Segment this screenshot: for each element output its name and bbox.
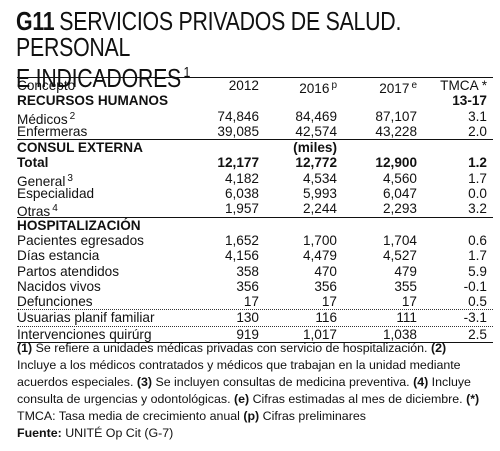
table-row: Nacidos vivos 356 356 355 -0.1 (17, 278, 487, 294)
footnotes: (1) Se refiere a unidades médicas privad… (17, 341, 480, 440)
table-row: Enfermeras 39,085 42,574 43,228 2.0 (17, 124, 493, 141)
table-row: Intervenciones quirúrg 919 1,017 1,038 2… (17, 327, 493, 344)
table-row: Partos atendidos 358 470 479 5.9 (17, 263, 487, 279)
table-row: General 3 4,182 4,534 4,560 1.7 (17, 170, 487, 189)
tmca-range: 13-17 (452, 93, 487, 109)
title-footnote-ref: 1 (183, 64, 191, 81)
title-line-1: SERVICIOS PRIVADOS DE SALUD. PERSONAL (16, 6, 402, 62)
source-label: Fuente: (17, 426, 62, 440)
section-row-recursos-humanos: RECURSOS HUMANOS 13-17 (17, 93, 493, 108)
col-2017: 2017 e (379, 80, 417, 96)
table-row: Días estancia 4,156 4,479 4,527 1.7 (17, 248, 487, 264)
section-title: CONSUL EXTERNA (17, 140, 143, 156)
table-row: Pacientes egresados 1,652 1,700 1,704 0.… (17, 232, 487, 248)
section-title: RECURSOS HUMANOS (17, 93, 169, 109)
figure-title: G11 SERVICIOS PRIVADOS DE SALUD. PERSONAL… (16, 8, 401, 91)
section-row-consulta-externa: CONSUL EXTERNA (miles) (17, 140, 493, 155)
col-concepto: Concepto (17, 78, 76, 93)
table-row: Médicos 2 74,846 84,469 87,107 3.1 (17, 108, 487, 127)
table-row: Otras 4 1,957 2,244 2,293 3.2 (17, 201, 493, 219)
col-2012: 2012 (228, 78, 259, 93)
section-row-hospitalizacion: HOSPITALIZACIÓN (17, 218, 493, 233)
table-row: Usuarias planif familiar 130 116 111 -3.… (17, 310, 493, 327)
section-unit: (miles) (293, 140, 337, 156)
table-header-row: Concepto 2012 2016 p 2017 e TMCA * (17, 77, 493, 96)
data-table: Concepto 2012 2016 p 2017 e TMCA * RECURSO… (17, 77, 493, 344)
table-row: Defunciones 17 17 17 0.5 (17, 294, 493, 311)
section-title: HOSPITALIZACIÓN (17, 217, 141, 233)
col-tmca: TMCA * (440, 78, 487, 93)
figure-code: G11 (16, 6, 55, 36)
source-text: UNITÉ Op Cit (G-7) (61, 426, 174, 440)
col-2016: 2016 p (299, 80, 337, 96)
table-row-total: Total 12,177 12,772 12,900 1.2 (17, 155, 487, 171)
table-row: Especialidad 6,038 5,993 6,047 0.0 (17, 186, 487, 202)
